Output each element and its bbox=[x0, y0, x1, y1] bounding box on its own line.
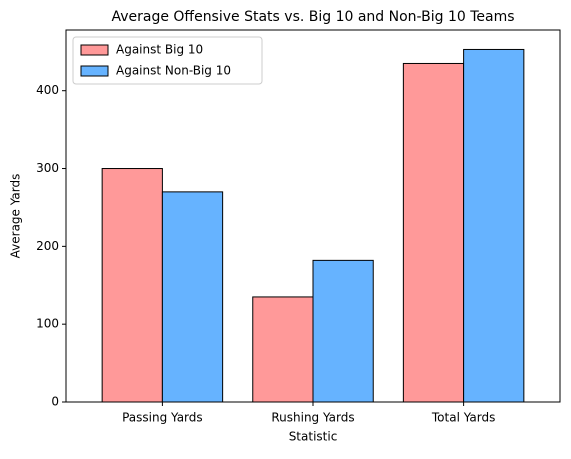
bar bbox=[101, 168, 163, 403]
x-axis-label: Statistic bbox=[289, 430, 338, 444]
y-tick-label: 100 bbox=[36, 317, 59, 331]
y-tick-label: 400 bbox=[36, 83, 59, 97]
bar bbox=[402, 62, 465, 403]
x-tick-label: Passing Yards bbox=[122, 411, 203, 425]
y-tick-label: 0 bbox=[51, 395, 59, 409]
bar bbox=[463, 48, 525, 403]
legend-swatch bbox=[80, 44, 109, 56]
y-tick-label: 200 bbox=[36, 239, 59, 253]
bar bbox=[252, 296, 314, 403]
plot-frame bbox=[65, 29, 561, 403]
bar bbox=[312, 259, 374, 403]
chart-title: Average Offensive Stats vs. Big 10 and N… bbox=[111, 9, 514, 25]
y-axis-label: Average Yards bbox=[9, 174, 23, 259]
y-tick-label: 300 bbox=[36, 161, 59, 175]
legend-box bbox=[72, 36, 263, 85]
legend-label: Against Big 10 bbox=[116, 43, 203, 57]
legend-swatch bbox=[80, 65, 109, 77]
legend-label: Against Non-Big 10 bbox=[116, 64, 231, 78]
bar bbox=[161, 191, 224, 403]
x-tick-label: Rushing Yards bbox=[271, 411, 354, 425]
x-tick-label: Total Yards bbox=[431, 411, 495, 425]
